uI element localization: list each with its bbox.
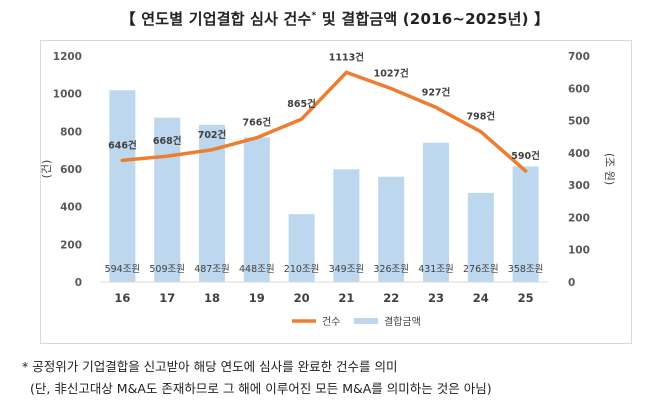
combo-chart: 0 200 400 600 800 1000 1200 0 100 200 300 400 500 600…: [40, 51, 616, 328]
bar-label-23: 431조원: [418, 264, 454, 275]
x-tick-22: 22: [383, 291, 399, 305]
line-label-24: 798건: [467, 111, 496, 123]
bar-label-17: 509조원: [149, 264, 185, 275]
y-left-tick: 0: [75, 277, 82, 289]
line-label-18: 702건: [198, 129, 227, 141]
y-right-axis-label: (조 원): [603, 153, 616, 185]
chart-title: 【 연도별 기업결합 심사 건수* 및 결합금액 (2016~2025년) 】: [0, 8, 670, 29]
bar-21: [333, 169, 360, 282]
line-label-20: 865건: [287, 98, 316, 110]
bar-25: [512, 166, 539, 282]
y-left-tick: 1000: [53, 89, 82, 101]
y-left-axis-label: (건): [40, 160, 53, 179]
y-left-tick: 800: [60, 126, 82, 138]
line-series-count: [120, 70, 528, 173]
x-tick-24: 24: [473, 291, 489, 305]
title-rest: 및 결합금액 (2016~2025년): [321, 10, 529, 28]
footnote-line-2: (단, 非신고대상 M&A도 존재하므로 그 해에 이루어진 모든 M&A를 의…: [30, 381, 492, 396]
x-tick-17: 17: [159, 291, 175, 305]
line-label-21: 1113건: [329, 51, 364, 63]
y-left-tick: 1200: [53, 51, 82, 63]
x-tick-19: 19: [249, 291, 265, 305]
legend-line-label: 건수: [322, 316, 340, 328]
title-bracket-open: 【: [120, 10, 136, 28]
y-left-tick: 600: [60, 164, 82, 176]
y-right-tick: 100: [568, 245, 590, 257]
x-tick-20: 20: [294, 291, 310, 305]
x-tick-16: 16: [114, 291, 130, 305]
bar-label-21: 349조원: [329, 264, 365, 275]
line-label-23: 927건: [422, 86, 451, 98]
bar-20: [288, 214, 315, 282]
y-right-tick: 0: [568, 277, 575, 289]
bar-label-19: 448조원: [239, 264, 275, 275]
title-bracket-close: 】: [534, 10, 550, 28]
bar-label-22: 326조원: [373, 264, 409, 275]
bar-label-25: 358조원: [508, 264, 544, 275]
y-left-tick: 200: [60, 239, 82, 251]
x-tick-18: 18: [204, 291, 220, 305]
line-label-17: 668건: [153, 135, 182, 147]
bar-17: [154, 117, 181, 282]
x-tick-25: 25: [518, 291, 534, 305]
bar-24: [467, 192, 494, 282]
title-asterisk: *: [311, 11, 317, 21]
bar-label-20: 210조원: [284, 264, 320, 275]
x-tick-21: 21: [338, 291, 354, 305]
line-label-22: 1027건: [374, 68, 409, 80]
bar-23: [423, 142, 449, 282]
y-right-tick: 200: [568, 212, 590, 224]
y-right-tick: 600: [568, 83, 590, 95]
y-right-tick: 700: [568, 51, 590, 63]
bar-label-18: 487조원: [194, 264, 230, 275]
y-right-tick: 500: [568, 116, 590, 128]
title-main: 연도별 기업결합 심사 건수: [141, 10, 312, 28]
line-label-19: 766건: [243, 117, 272, 129]
line-label-16: 646건: [108, 139, 137, 151]
legend-bar-label: 결합금액: [384, 316, 421, 328]
line-label-25: 590건: [511, 150, 540, 162]
bar-19: [243, 137, 270, 282]
bar-22: [378, 176, 405, 282]
bar-16: [109, 90, 136, 282]
y-left-tick: 400: [60, 202, 82, 214]
y-right-tick: 300: [568, 180, 590, 192]
y-right-tick: 400: [568, 148, 590, 160]
x-tick-23: 23: [428, 291, 444, 305]
bar-label-16: 594조원: [105, 264, 141, 275]
bar-label-24: 276조원: [463, 264, 499, 275]
footnote-line-1: * 공정위가 기업결합을 신고받아 해당 연도에 심사를 완료한 건수를 의미: [22, 359, 398, 374]
